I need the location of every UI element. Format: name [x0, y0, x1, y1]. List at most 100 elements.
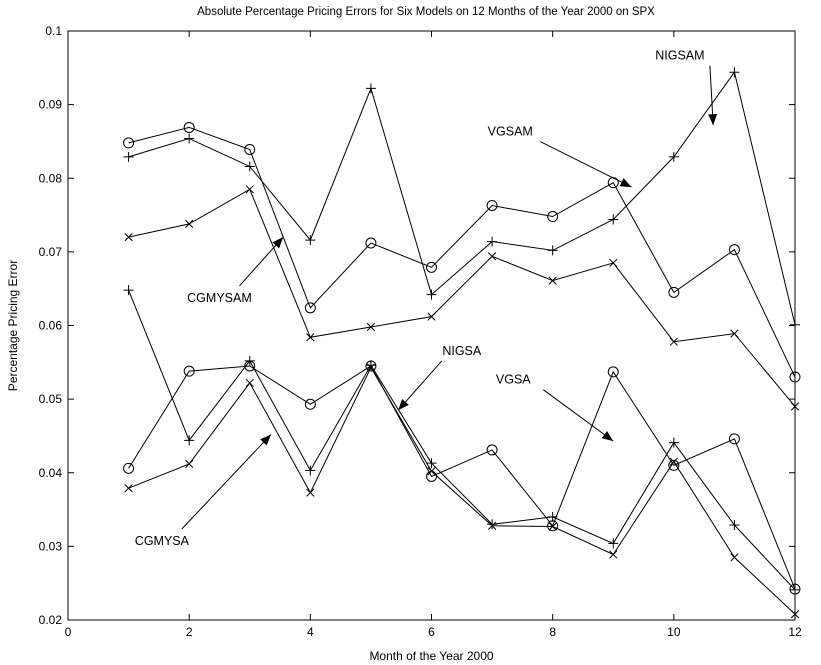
x-tick-label: 12 — [788, 625, 802, 639]
series-line — [128, 71, 796, 325]
data-point-circle — [547, 211, 559, 223]
annotation-arrow-head — [708, 114, 718, 126]
annotation-2: VGSAM — [488, 125, 632, 188]
data-point-plus — [729, 520, 740, 531]
annotation-1: NIGSAM — [655, 49, 718, 126]
data-point-plus — [487, 519, 498, 530]
data-point-x — [548, 276, 557, 285]
data-point-x — [185, 459, 194, 469]
data-point-plus — [426, 289, 437, 300]
data-point-circle — [183, 121, 195, 133]
data-point-circle — [244, 144, 256, 156]
data-point-x — [790, 610, 800, 619]
data-point-circle — [183, 365, 195, 377]
data-point-plus — [184, 435, 195, 446]
annotation-label: CGMYSAM — [187, 291, 252, 305]
series-line — [128, 289, 796, 591]
data-point-plus — [123, 151, 134, 162]
data-point-circle — [123, 137, 135, 149]
data-point-plus — [608, 214, 619, 225]
plot-area — [67, 30, 796, 621]
annotation-arrow-head — [619, 178, 632, 188]
y-tick-label: 0.09 — [39, 98, 63, 112]
y-tick-label: 0.08 — [39, 171, 63, 185]
data-point-circle — [668, 286, 680, 298]
series-line — [128, 188, 796, 407]
y-tick-label: 0.04 — [39, 466, 63, 480]
annotation-arrow-head — [398, 398, 409, 411]
data-point-x — [730, 329, 739, 338]
annotations: NIGSAM VGSAM CGMYSAM NIGSA VGSA CGMYSA — [135, 49, 718, 548]
axis-ticks: 0 2 4 6 8 10 12 0.02 0.03 0.04 0.05 0.06 0.07 0.08 0.0… — [39, 24, 802, 639]
data-point-circle — [123, 462, 135, 474]
data-point-x — [124, 484, 133, 493]
series-3 — [124, 185, 800, 411]
x-tick-label: 2 — [186, 625, 193, 639]
data-point-x — [306, 488, 315, 497]
data-point-plus — [426, 458, 437, 469]
data-point-x — [669, 457, 678, 466]
annotation-6: CGMYSA — [135, 434, 272, 548]
data-point-x — [427, 312, 436, 321]
annotation-label: NIGSA — [442, 344, 482, 358]
y-tick-label: 0.02 — [39, 613, 63, 627]
data-point-circle — [486, 444, 498, 456]
data-point-plus — [729, 67, 740, 78]
data-point-x — [124, 233, 133, 242]
annotation-arrow-line — [540, 141, 632, 188]
data-point-plus — [547, 511, 558, 522]
data-point-circle — [789, 371, 801, 383]
data-point-plus — [608, 538, 619, 549]
data-point-x — [548, 522, 557, 531]
y-axis-label: Percentage Pricing Error — [6, 260, 20, 391]
data-point-x — [306, 333, 315, 342]
data-point-x — [185, 219, 194, 229]
series-layer — [123, 67, 801, 619]
data-point-circle — [365, 237, 377, 249]
data-point-plus — [305, 235, 316, 246]
series-1 — [123, 121, 801, 383]
annotation-5: VGSA — [496, 373, 614, 442]
data-point-circle — [426, 261, 437, 273]
annotation-3: CGMYSAM — [187, 236, 284, 305]
data-point-plus — [790, 319, 800, 330]
series-5 — [123, 285, 800, 595]
annotation-label: NIGSAM — [655, 49, 704, 63]
annotation-label: VGSA — [496, 373, 531, 387]
x-tick-label: 4 — [307, 625, 314, 639]
data-point-plus — [305, 465, 316, 476]
annotation-arrow-head — [260, 434, 271, 446]
x-axis-label: Month of the Year 2000 — [369, 649, 493, 663]
x-tick-label: 6 — [428, 625, 435, 639]
data-point-plus — [790, 584, 800, 595]
data-point-x — [609, 258, 618, 268]
data-point-circle — [728, 433, 740, 445]
annotation-4: NIGSA — [397, 344, 482, 411]
data-point-plus — [184, 133, 195, 144]
series-line — [128, 126, 796, 378]
data-point-x — [245, 185, 254, 194]
data-point-x — [427, 467, 436, 476]
series-2 — [123, 67, 800, 330]
data-point-x — [366, 363, 376, 372]
annotation-arrow-head — [601, 430, 614, 442]
data-point-plus — [547, 245, 558, 256]
annotation-label: VGSAM — [488, 125, 533, 139]
data-point-plus — [487, 236, 498, 247]
data-point-plus — [668, 437, 679, 448]
x-tick-label: 0 — [65, 625, 72, 639]
data-point-x — [366, 322, 376, 332]
data-point-x — [669, 337, 678, 346]
data-point-circle — [728, 244, 740, 256]
data-point-x — [487, 252, 497, 261]
data-point-plus — [365, 83, 376, 94]
annotation-label: CGMYSA — [135, 534, 190, 548]
y-tick-label: 0.03 — [39, 539, 63, 553]
chart-title: Absolute Percentage Pricing Errors for S… — [197, 6, 655, 18]
series-line — [128, 366, 796, 615]
series-6 — [124, 363, 800, 619]
annotation-arrow-line — [542, 389, 614, 442]
annotation-arrow-line — [181, 434, 272, 530]
x-tick-label: 8 — [549, 625, 556, 639]
y-tick-label: 0.06 — [39, 319, 63, 333]
